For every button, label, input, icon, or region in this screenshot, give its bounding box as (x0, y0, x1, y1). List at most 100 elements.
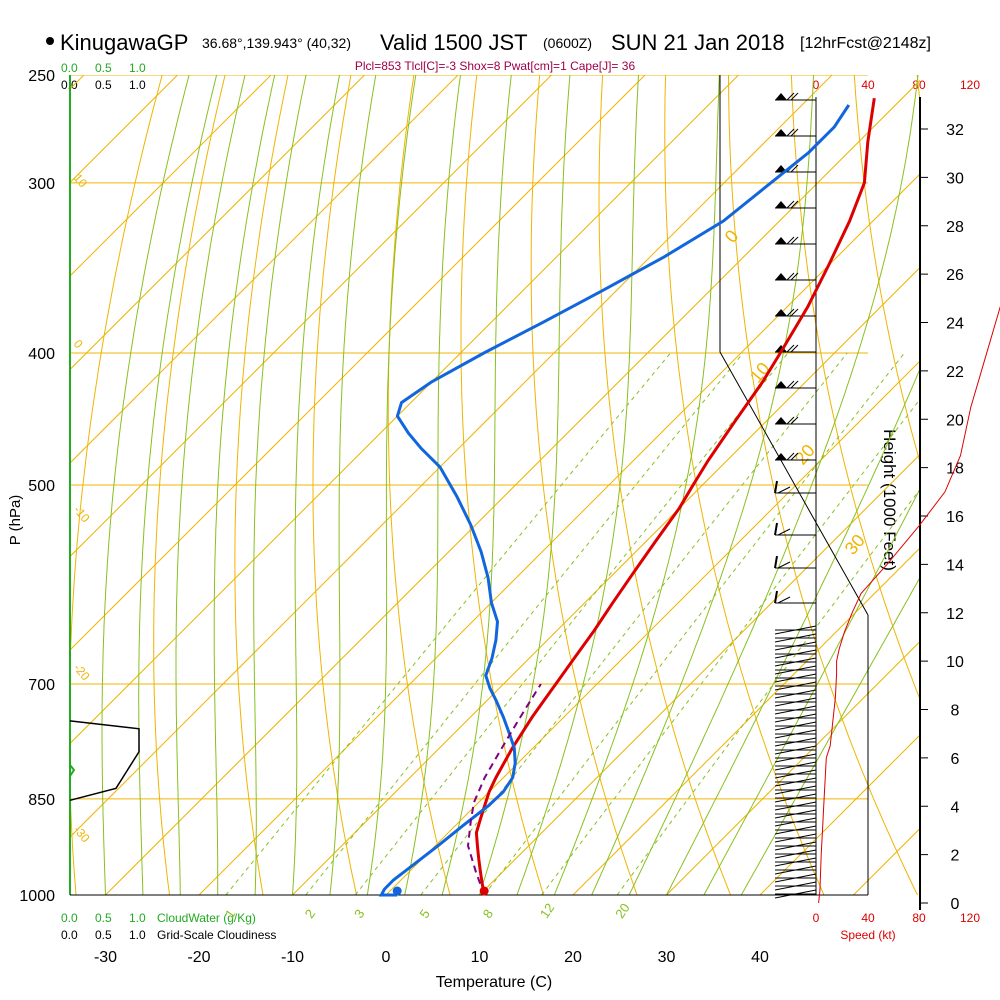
temperature-tick-label: 20 (564, 949, 582, 966)
wind-barb-staff (774, 801, 817, 811)
wind-barb-feather (790, 416, 799, 425)
wind-barb (774, 673, 817, 683)
dry-adiabat-line (853, 75, 920, 465)
wind-barb (774, 761, 817, 771)
background-grid (70, 75, 1000, 895)
wind-barb-staff (774, 649, 817, 659)
cloud-fraction-line (69, 720, 140, 802)
wind-barb-staff (774, 641, 817, 651)
cloud-scale-bottom: 0.0 0.5 1.0 CloudWater (g/Kg) 0.0 0.5 1.… (61, 911, 276, 942)
wind-barb-staff (774, 881, 817, 891)
cloud-tick-green-0: 0.0 (61, 61, 78, 75)
wind-barb (774, 801, 817, 811)
wind-barb (774, 785, 817, 795)
surface-temperature-marker (479, 886, 489, 896)
dry-adiabat-line (234, 75, 289, 895)
wind-barb-feather (790, 236, 799, 245)
moist-adiabat-line (253, 75, 307, 895)
wind-barb (775, 308, 816, 317)
mixing-ratio-line (483, 352, 905, 895)
wind-barb-staff (774, 817, 817, 827)
wind-barb-feather (786, 236, 795, 245)
wind-barb (774, 555, 816, 569)
wind-barb-feather (790, 128, 799, 137)
wind-barb-staff (774, 785, 817, 795)
mixing-ratio-label: 12 (537, 900, 558, 920)
wind-barb-staff (774, 769, 817, 779)
cloud-tick-black-b0: 0.0 (61, 928, 78, 942)
x-axis-label: Temperature (C) (436, 974, 552, 991)
height-tick-label: 6 (951, 751, 960, 768)
wind-speed-line (818, 305, 1000, 904)
station-name: KinugawaGP (60, 30, 188, 55)
wind-barb-feather (786, 92, 795, 101)
wind-barb-feather (790, 344, 799, 353)
wind-barb-staff (774, 761, 817, 771)
dry-adiabat-label: 30 (841, 530, 869, 558)
valid-date: SUN 21 Jan 2018 (611, 30, 785, 55)
wind-barb-feather (790, 200, 799, 209)
temperature-tick-label: 10 (471, 949, 489, 966)
cloud-tick-green-b1: 0.5 (95, 911, 112, 925)
height-tick-label: 10 (946, 654, 964, 671)
dry-adiabat-line (460, 75, 544, 895)
isotherm-line (70, 75, 272, 277)
speed-tick-bottom-3: 120 (960, 911, 980, 925)
wind-barb-staff (774, 889, 817, 899)
forecast-info: [12hrFcst@2148z] (800, 35, 931, 52)
wind-barb-feather (790, 380, 799, 389)
moist-adiabat-line (329, 75, 377, 895)
wind-barb-feather (777, 561, 791, 569)
wind-barb-pennant (775, 417, 787, 424)
temperature-line (474, 97, 876, 896)
moist-adiabat-line (666, 367, 920, 895)
isotherm-line (70, 75, 365, 371)
parcel-line (466, 683, 542, 896)
wind-barb-feather (786, 452, 795, 461)
moist-adiabat-label: -30 (71, 823, 93, 846)
temperature-tick-label: 0 (382, 949, 391, 966)
cloud-tick-green-b0: 0.0 (61, 911, 78, 925)
temperature-tick-label: -10 (281, 949, 304, 966)
mixing-ratio-label: 2 (302, 906, 318, 921)
wind-barb-pennant (775, 93, 787, 100)
speed-scale-bottom: 0 40 80 120 Speed (kt) (813, 911, 981, 942)
speed-tick-bottom-1: 40 (861, 911, 875, 925)
wind-barb (774, 721, 817, 731)
wind-barb-staff (774, 833, 817, 843)
wind-barb (775, 92, 816, 101)
y-axis-label: P (hPa) (7, 495, 24, 546)
height-axis-label: Height (1000 Feet) (880, 429, 899, 571)
wind-barb (775, 128, 816, 137)
moist-adiabat-label: -10 (71, 503, 93, 526)
wind-barb (775, 272, 816, 281)
mixing-ratio-label: 8 (480, 906, 496, 921)
wind-barb-pennant (775, 165, 787, 172)
wind-barb-feather (786, 272, 795, 281)
mixing-ratio-label: 20 (612, 900, 633, 920)
wind-barb-staff (774, 633, 817, 643)
wind-barbs (774, 92, 817, 899)
wind-barb (774, 697, 817, 707)
wind-barb (774, 590, 816, 604)
wind-barb-staff (774, 809, 817, 819)
cloud-tick-black-1: 0.5 (95, 78, 112, 92)
wind-barb (774, 522, 816, 536)
dry-adiabat-line (980, 75, 1000, 895)
height-tick-label: 32 (946, 122, 964, 139)
speed-scale-top: 0 40 80 120 (813, 78, 981, 92)
height-tick-label: 24 (946, 316, 964, 333)
isotherm-line (947, 75, 1000, 895)
wind-barb (775, 164, 816, 173)
wind-barb-feather (786, 128, 795, 137)
moist-adiabat-line (441, 75, 512, 895)
wind-barb-feather (786, 380, 795, 389)
moist-adiabat-label: 0 (71, 337, 86, 351)
height-tick-label: 12 (946, 606, 964, 623)
cloud-tick-green-b2: 1.0 (129, 911, 146, 925)
isotherm-line (759, 734, 920, 895)
height-tick-label: 22 (946, 364, 964, 381)
pressure-tick-label: 250 (28, 68, 55, 85)
wind-barb-staff (774, 825, 817, 835)
